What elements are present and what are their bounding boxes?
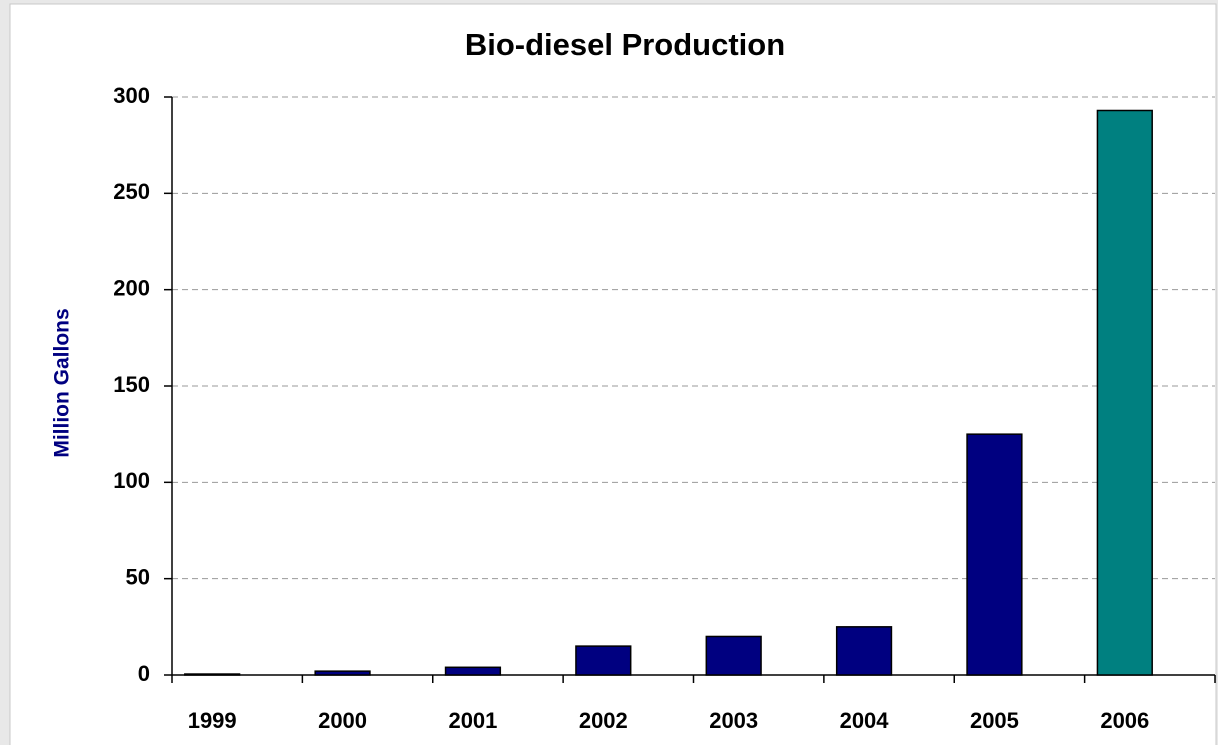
- bar: [835, 626, 893, 676]
- x-tick-label: 2005: [970, 708, 1019, 733]
- x-tick-label: 2002: [579, 708, 628, 733]
- chart-title: Bio-diesel Production: [465, 27, 785, 62]
- bar: [184, 673, 241, 676]
- chart-frame: [9, 3, 1217, 745]
- x-tick-label: 2006: [1100, 708, 1149, 733]
- bar: [314, 670, 371, 676]
- bar: [1096, 109, 1153, 676]
- y-tick-label: 100: [113, 468, 150, 493]
- x-tick-label: 2004: [840, 708, 890, 733]
- bar: [966, 433, 1023, 676]
- x-tick-label: 2003: [709, 708, 758, 733]
- y-tick-label: 50: [126, 564, 150, 589]
- bar: [575, 645, 632, 676]
- y-axis-label: Million Gallons: [51, 308, 74, 457]
- y-tick-label: 0: [138, 661, 150, 686]
- x-tick-label: 2000: [318, 708, 367, 733]
- y-tick-label: 250: [113, 179, 150, 204]
- x-tick-label: 1999: [188, 708, 237, 733]
- bar: [444, 666, 502, 676]
- y-tick-label: 200: [113, 275, 150, 300]
- y-tick-label: 150: [113, 372, 150, 397]
- bar: [705, 635, 762, 676]
- x-tick-label: 2001: [448, 708, 497, 733]
- y-tick-label: 300: [113, 83, 150, 108]
